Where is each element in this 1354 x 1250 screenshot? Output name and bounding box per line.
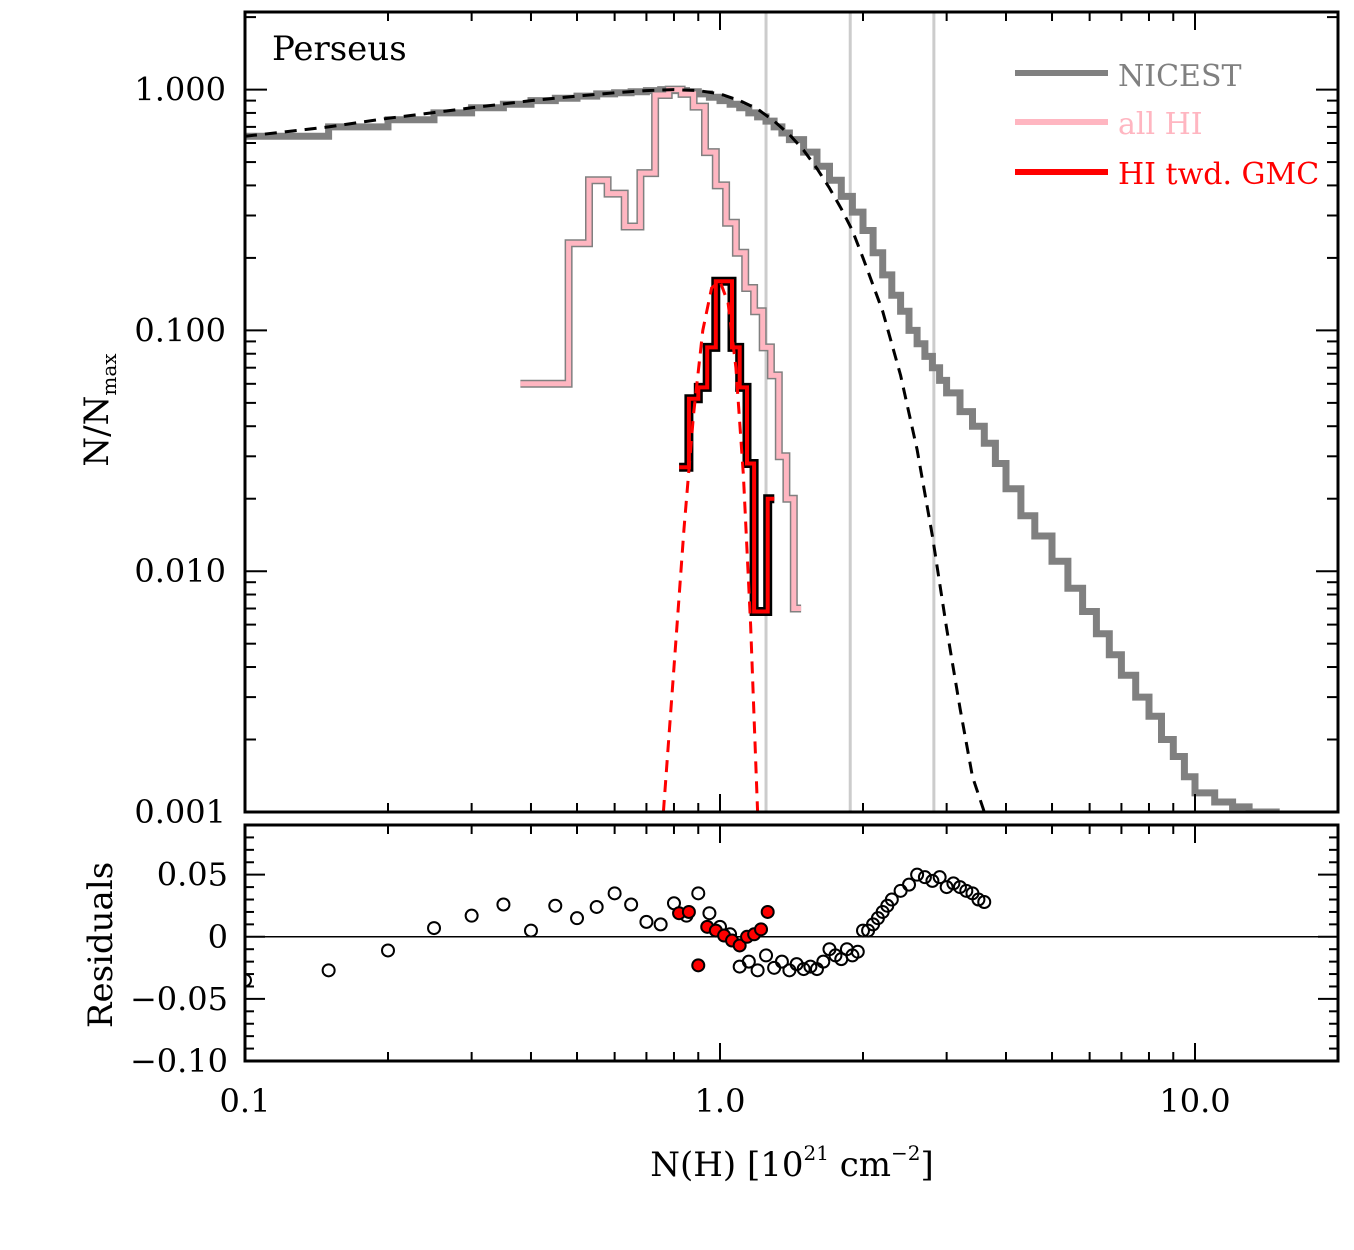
residual-point-open-12 [639, 914, 654, 929]
residual-point-open-1 [321, 963, 336, 978]
legend-label-hi-gmc: HI twd. GMC [1118, 157, 1319, 192]
residual-point-open-0 [245, 973, 252, 988]
residual-point-open-28 [796, 962, 811, 977]
residual-point-open-37 [850, 944, 865, 959]
residual-point-open-7 [548, 898, 563, 913]
residuals-y-tick-labels: 0.05 0 −0.05 −0.10 [130, 856, 228, 1080]
residuals-axis-label: Residuals [81, 862, 121, 1028]
residual-point-open-49 [925, 873, 940, 888]
residual-point-red-1 [681, 904, 696, 919]
residuals-ticks [244, 824, 1339, 1062]
residual-point-open-17 [702, 906, 717, 921]
residual-point-open-45 [893, 883, 908, 898]
residual-point-open-24 [767, 960, 782, 975]
residual-point-open-47 [910, 867, 925, 882]
residual-point-open-29 [803, 959, 818, 974]
main-ticks [244, 12, 1339, 813]
y-tick-label-0: 1.000 [134, 71, 226, 109]
residual-point-open-13 [653, 917, 668, 932]
residual-point-open-6 [523, 923, 538, 938]
residual-point-open-51 [939, 880, 954, 895]
residual-point-open-38 [855, 923, 870, 938]
res-y-tick-label-3: −0.10 [130, 1042, 228, 1080]
residual-point-open-46 [902, 877, 917, 892]
residual-point-open-23 [759, 948, 774, 963]
series-fit-black [245, 88, 986, 812]
res-y-tick-label-0: 0.05 [157, 856, 228, 894]
x-tick-label-1: 1.0 [695, 1082, 746, 1120]
residual-point-open-31 [816, 954, 831, 969]
series-fit-red [661, 278, 760, 812]
residual-point-red-2 [691, 958, 706, 973]
panel-annotation: Perseus [272, 29, 407, 69]
residual-point-red-10 [754, 922, 769, 937]
main-plot-frame [243, 10, 1340, 814]
main-series [245, 85, 1280, 812]
residual-point-open-9 [589, 899, 604, 914]
residual-point-open-21 [741, 954, 756, 969]
series-all-hi [520, 87, 802, 611]
res-y-tick-label-2: −0.05 [130, 980, 228, 1018]
residual-point-open-57 [977, 895, 992, 910]
reference-lines [764, 12, 936, 812]
residual-point-open-11 [624, 897, 639, 912]
legend: NICEST all HI HI twd. GMC [1015, 59, 1319, 192]
res-y-tick-label-1: 0 [208, 918, 228, 956]
residual-point-red-7 [732, 938, 747, 953]
residual-point-red-11 [760, 904, 775, 919]
residual-point-open-48 [917, 870, 932, 885]
series-hi-twd-gmc [679, 279, 775, 614]
series-nicest [245, 86, 1280, 812]
residual-point-open-54 [959, 883, 974, 898]
y-tick-label-1: 0.100 [134, 311, 226, 349]
legend-label-all-hi: all HI [1118, 107, 1203, 142]
residual-point-open-4 [464, 908, 479, 923]
x-axis-label: N(H) [1021 cm−2] [650, 1141, 934, 1185]
residual-point-open-10 [607, 886, 622, 901]
x-tick-label-0: 0.1 [220, 1082, 271, 1120]
legend-label-nicest: NICEST [1118, 59, 1242, 94]
main-y-tick-labels: 1.000 0.100 0.010 0.001 [134, 71, 226, 831]
residual-point-open-44 [884, 892, 899, 907]
y-axis-label: N/Nmax [77, 353, 121, 467]
residual-point-open-25 [774, 954, 789, 969]
series-all-hi-outline [520, 85, 802, 613]
residual-point-open-22 [750, 963, 765, 978]
y-tick-label-2: 0.010 [134, 552, 226, 590]
x-tick-labels: 0.1 1.0 10.0 [220, 1082, 1231, 1120]
residual-point-open-8 [570, 911, 585, 926]
y-tick-label-3: 0.001 [134, 793, 226, 831]
residual-points [245, 867, 992, 988]
residual-point-open-5 [496, 897, 511, 912]
residuals-plot-frame [243, 823, 1340, 1063]
residuals-panel: 0.05 0 −0.05 −0.10 0.1 1.0 10.0 Residuals N(H… [81, 823, 1340, 1185]
x-tick-label-2: 10.0 [1159, 1082, 1230, 1120]
residual-point-open-16 [691, 886, 706, 901]
residual-point-open-2 [380, 943, 395, 958]
residual-point-open-50 [932, 870, 947, 885]
main-panel: 1.000 0.100 0.010 0.001 Perseus NICEST all … [77, 10, 1340, 831]
residual-point-open-3 [427, 921, 442, 936]
